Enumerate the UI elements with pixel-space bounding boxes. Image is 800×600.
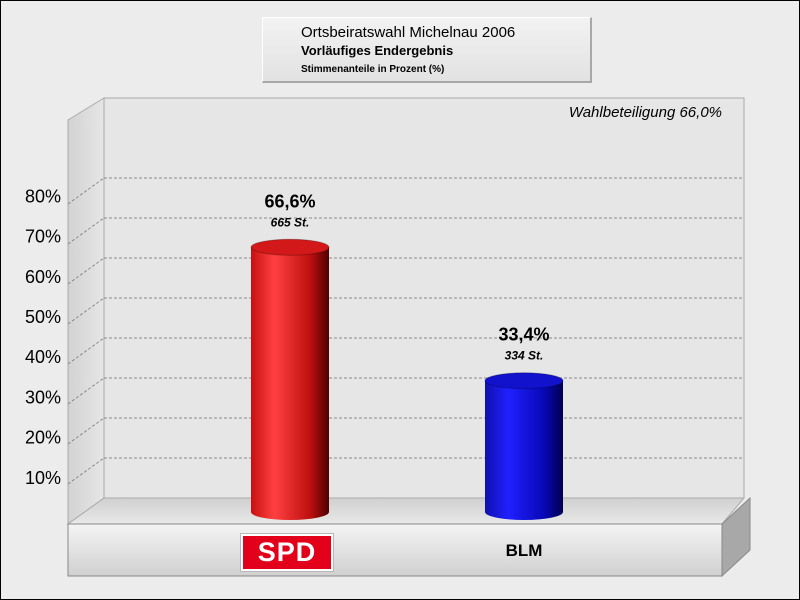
bar-spd: 66,6% 665 St. bbox=[250, 191, 330, 520]
gridline-side bbox=[67, 377, 105, 405]
value-label: 66,6% bbox=[264, 191, 315, 211]
turnout-annotation: Wahlbeteiligung 66,0% bbox=[569, 104, 722, 121]
chart-title: Ortsbeiratswahl Michelnau 2006 bbox=[301, 24, 516, 41]
vote-count-label: 665 St. bbox=[271, 215, 310, 229]
y-tick-label: 60% bbox=[25, 267, 61, 287]
bar-body bbox=[485, 380, 563, 520]
vote-count-label: 334 St. bbox=[505, 349, 544, 363]
y-tick-label: 70% bbox=[25, 227, 61, 247]
gridline-side bbox=[67, 337, 105, 365]
bar-top bbox=[250, 238, 330, 256]
category-axis-base bbox=[67, 523, 723, 577]
y-tick-label: 10% bbox=[25, 468, 61, 488]
chart-unit-label: Stimmenanteile in Prozent (%) bbox=[301, 64, 445, 75]
y-tick-label: 20% bbox=[25, 428, 61, 448]
gridline-side bbox=[67, 457, 105, 485]
y-tick-label: 80% bbox=[25, 186, 61, 206]
chart-title-box: Ortsbeiratswahl Michelnau 2006 Vorläufig… bbox=[262, 17, 592, 83]
gridline-side bbox=[67, 217, 105, 245]
base-side bbox=[721, 496, 751, 578]
spd-logo: SPD bbox=[240, 533, 334, 572]
chart-floor bbox=[66, 497, 746, 525]
y-tick-label: 50% bbox=[25, 307, 61, 327]
gridline-side bbox=[67, 417, 105, 445]
y-tick-label: 40% bbox=[25, 347, 61, 367]
gridline-side bbox=[67, 177, 105, 205]
bar-top bbox=[484, 372, 564, 390]
category-label-blm: BLM bbox=[505, 541, 543, 560]
y-tick-label: 30% bbox=[25, 387, 61, 407]
gridlines bbox=[67, 177, 744, 485]
gridline-side bbox=[67, 297, 105, 325]
y-axis-tick-labels: 10% 20% 30% 40% 50% 60% 70% 80% bbox=[25, 186, 61, 487]
gridline-side bbox=[67, 257, 105, 285]
value-label: 33,4% bbox=[498, 325, 549, 345]
chart-subtitle: Vorläufiges Endergebnis bbox=[301, 43, 454, 58]
bars: 66,6% 665 St. 33,4% 334 St. bbox=[250, 191, 564, 520]
bar-blm: 33,4% 334 St. bbox=[484, 325, 564, 520]
bar-body bbox=[251, 247, 329, 520]
